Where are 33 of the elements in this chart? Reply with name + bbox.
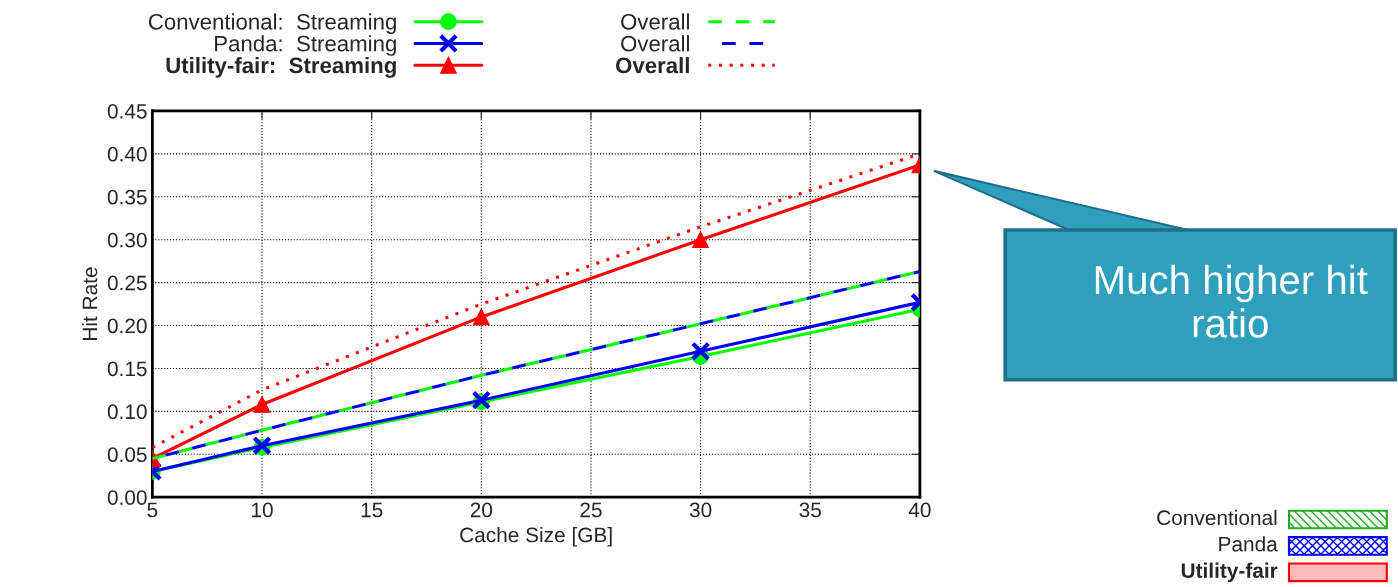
y-tick-label: 0.20 <box>107 318 147 334</box>
legend-label: Overall <box>621 35 689 52</box>
x-tick-label: 40 <box>908 502 931 518</box>
x-tick-label: 20 <box>470 502 493 518</box>
legend-label: Utility-fair: Streaming <box>166 56 396 78</box>
y-tick-label: 0.25 <box>107 275 147 291</box>
text: Conventional <box>1157 509 1277 526</box>
point <box>472 308 490 326</box>
x-tick-label: 15 <box>361 502 383 518</box>
text: Panda <box>1219 536 1278 552</box>
y-tick-label: 0.35 <box>107 189 147 205</box>
x-tick-label: 25 <box>580 502 602 518</box>
y-tick-label: 0.05 <box>107 447 147 463</box>
x-tick-label: 30 <box>689 502 712 518</box>
legend-label: Panda: Streaming <box>215 35 396 56</box>
y-tick-label: 0.00 <box>107 490 147 505</box>
legend-label: Overall <box>621 13 689 30</box>
point <box>692 231 709 249</box>
x-tick-label: 5 <box>147 502 158 518</box>
y-tick-label: 0.45 <box>107 103 147 119</box>
point <box>690 341 711 361</box>
y-tick-label: 0.40 <box>107 146 147 162</box>
legend-label: Conventional: Streaming <box>148 13 396 35</box>
text: Much higher hit ratio <box>1095 264 1368 338</box>
y-tick-label: 0.15 <box>107 361 147 377</box>
x-tick-label: 35 <box>799 502 821 518</box>
legend-label: Overall <box>616 56 689 74</box>
y-tick-label: 0.30 <box>107 232 147 248</box>
text: Utility-fair <box>1181 562 1278 583</box>
x-tick-label: 10 <box>252 502 273 518</box>
x-axis-title: Cache Size [GB] <box>460 527 612 547</box>
y-axis-title: Hit Rate <box>82 267 98 340</box>
y-tick-label: 0.10 <box>107 404 147 420</box>
